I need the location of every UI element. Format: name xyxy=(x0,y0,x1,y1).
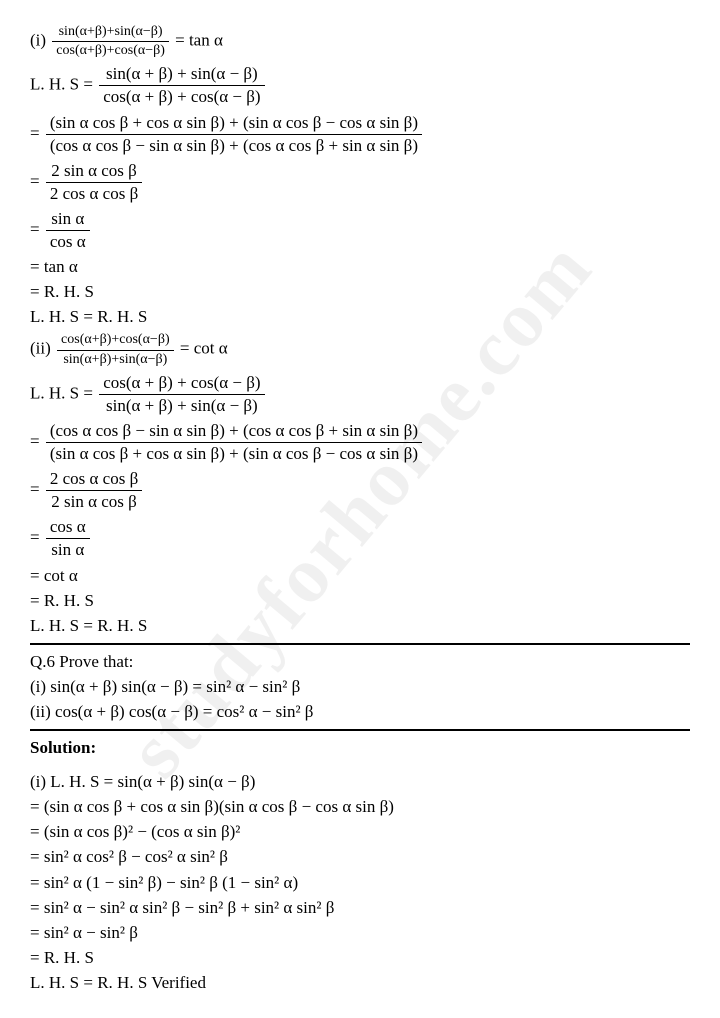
sol-l6: = sin² α − sin² α sin² β − sin² β + sin²… xyxy=(30,897,690,919)
frac-1: sin(α+β)+sin(α−β) cos(α+β)+cos(α−β) xyxy=(52,23,169,60)
frac-4: 2 cos α cos β 2 sin α cos β xyxy=(46,468,142,513)
num: cos α xyxy=(46,516,90,539)
den: 2 sin α cos β xyxy=(46,491,142,513)
sol-l7: = sin² α − sin² β xyxy=(30,922,690,944)
eq: = xyxy=(30,480,44,499)
lhs-label: L. H. S = xyxy=(30,75,97,94)
frac-2: sin(α + β) + sin(α − β) cos(α + β) + cos… xyxy=(99,63,264,108)
den: sin(α+β)+sin(α−β) xyxy=(57,351,174,369)
p2-cot: = cot α xyxy=(30,565,690,587)
p1-step5: = sin α cos α xyxy=(30,208,690,253)
q6-ii: (ii) cos(α + β) cos(α − β) = cos² α − si… xyxy=(30,701,690,723)
eq: = xyxy=(30,123,44,142)
label-i: (i) xyxy=(30,31,46,50)
num: 2 sin α cos β xyxy=(46,160,142,183)
sol-l9: L. H. S = R. H. S Verified xyxy=(30,972,690,994)
p1-concl: L. H. S = R. H. S xyxy=(30,306,690,328)
sol-l8: = R. H. S xyxy=(30,947,690,969)
p2-step3: = (cos α cos β − sin α sin β) + (cos α c… xyxy=(30,420,690,465)
sol-l4: = sin² α cos² β − cos² α sin² β xyxy=(30,846,690,868)
frac-4: 2 sin α cos β 2 cos α cos β xyxy=(46,160,142,205)
eq: = xyxy=(30,171,44,190)
sol-l3: = (sin α cos β)² − (cos α sin β)² xyxy=(30,821,690,843)
frac-5: cos α sin α xyxy=(46,516,90,561)
p2-step4: = 2 cos α cos β 2 sin α cos β xyxy=(30,468,690,513)
num: sin(α + β) + sin(α − β) xyxy=(99,63,264,86)
eq-tan: = tan α xyxy=(171,31,223,50)
num: cos(α + β) + cos(α − β) xyxy=(99,372,264,395)
q6-i: (i) sin(α + β) sin(α − β) = sin² α − sin… xyxy=(30,676,690,698)
frac-3: (sin α cos β + cos α sin β) + (sin α cos… xyxy=(46,112,422,157)
num: 2 cos α cos β xyxy=(46,468,142,491)
den: 2 cos α cos β xyxy=(46,183,142,205)
p2-rhs: = R. H. S xyxy=(30,590,690,612)
den: cos(α+β)+cos(α−β) xyxy=(52,42,169,60)
frac-2: cos(α + β) + cos(α − β) sin(α + β) + sin… xyxy=(99,372,264,417)
p1-step4: = 2 sin α cos β 2 cos α cos β xyxy=(30,160,690,205)
p2-statement: (ii) cos(α+β)+cos(α−β) sin(α+β)+sin(α−β)… xyxy=(30,331,690,368)
eq: = xyxy=(30,431,44,450)
den: cos α xyxy=(46,231,90,253)
frac-1: cos(α+β)+cos(α−β) sin(α+β)+sin(α−β) xyxy=(57,331,174,368)
sol-l2: = (sin α cos β + cos α sin β)(sin α cos … xyxy=(30,796,690,818)
q6-title: Q.6 Prove that: xyxy=(30,651,690,673)
eq-cot: = cot α xyxy=(176,339,228,358)
frac-3: (cos α cos β − sin α sin β) + (cos α cos… xyxy=(46,420,422,465)
num: (cos α cos β − sin α sin β) + (cos α cos… xyxy=(46,420,422,443)
p1-tan: = tan α xyxy=(30,256,690,278)
eq: = xyxy=(30,528,44,547)
den: sin α xyxy=(46,539,90,561)
num: sin(α+β)+sin(α−β) xyxy=(52,23,169,42)
solution-title: Solution: xyxy=(30,737,690,759)
den: (cos α cos β − sin α sin β) + (cos α cos… xyxy=(46,135,422,157)
p1-lhs: L. H. S = sin(α + β) + sin(α − β) cos(α … xyxy=(30,63,690,108)
p1-statement: (i) sin(α+β)+sin(α−β) cos(α+β)+cos(α−β) … xyxy=(30,23,690,60)
p2-concl: L. H. S = R. H. S xyxy=(30,615,690,637)
num: cos(α+β)+cos(α−β) xyxy=(57,331,174,350)
sol-l5: = sin² α (1 − sin² β) − sin² β (1 − sin²… xyxy=(30,872,690,894)
p2-step5: = cos α sin α xyxy=(30,516,690,561)
divider-1 xyxy=(30,643,690,645)
p2-lhs: L. H. S = cos(α + β) + cos(α − β) sin(α … xyxy=(30,372,690,417)
den: cos(α + β) + cos(α − β) xyxy=(99,86,264,108)
num: (sin α cos β + cos α sin β) + (sin α cos… xyxy=(46,112,422,135)
label-ii: (ii) xyxy=(30,339,51,358)
den: (sin α cos β + cos α sin β) + (sin α cos… xyxy=(46,443,422,465)
frac-5: sin α cos α xyxy=(46,208,90,253)
p1-step3: = (sin α cos β + cos α sin β) + (sin α c… xyxy=(30,112,690,157)
p1-rhs: = R. H. S xyxy=(30,281,690,303)
den: sin(α + β) + sin(α − β) xyxy=(99,395,264,417)
divider-2 xyxy=(30,729,690,731)
num: sin α xyxy=(46,208,90,231)
eq: = xyxy=(30,219,44,238)
lhs-label: L. H. S = xyxy=(30,383,97,402)
sol-l1: (i) L. H. S = sin(α + β) sin(α − β) xyxy=(30,771,690,793)
